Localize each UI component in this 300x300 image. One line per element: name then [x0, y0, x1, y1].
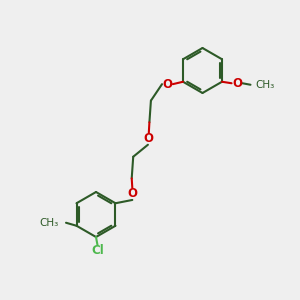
Text: O: O: [144, 132, 154, 145]
Text: Cl: Cl: [91, 244, 104, 257]
Text: CH₃: CH₃: [255, 80, 274, 90]
Text: O: O: [127, 188, 137, 200]
Text: O: O: [162, 78, 172, 91]
Text: O: O: [232, 77, 242, 90]
Text: CH₃: CH₃: [39, 218, 58, 228]
